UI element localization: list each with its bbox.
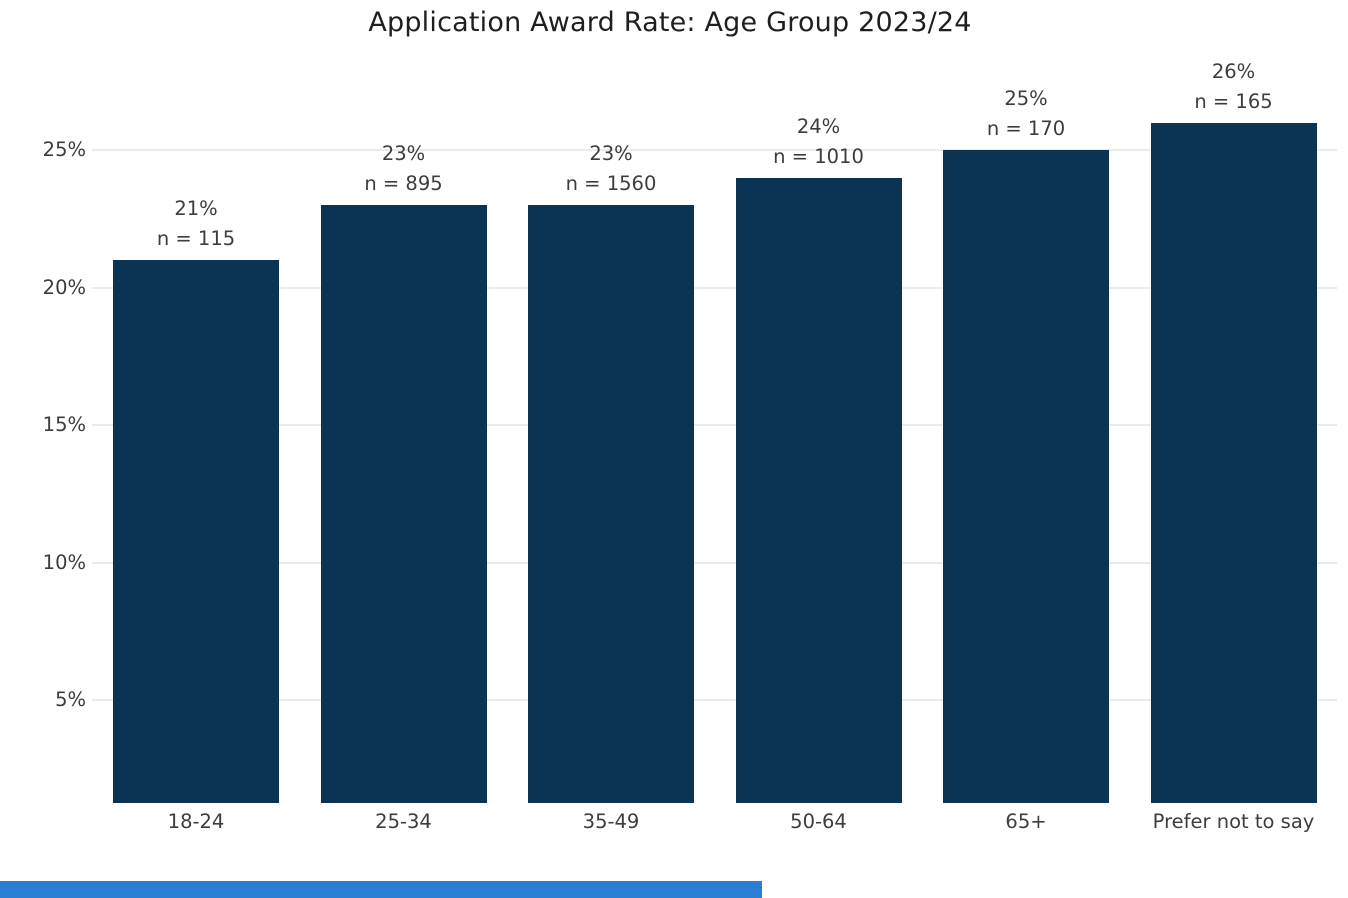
- bar-data-label: 21% n = 115: [92, 194, 300, 254]
- bar-n-label: n = 1010: [773, 144, 864, 168]
- gridline-15%: [92, 424, 1337, 426]
- y-tick-label: 25%: [42, 138, 86, 161]
- x-axis-category-label: 65+: [1005, 810, 1047, 833]
- bar-percent-label: 23%: [381, 142, 426, 165]
- gridline-5%: [92, 699, 1337, 701]
- bar-percent-label: 26%: [1211, 59, 1256, 83]
- bar-65+: [943, 150, 1109, 803]
- bar-18-24: [113, 260, 279, 803]
- x-axis-category-label: Prefer not to say: [1152, 810, 1315, 833]
- x-axis-category-label: 18-24: [167, 810, 225, 833]
- bar-percent-label: 21%: [174, 197, 218, 220]
- bar-n-label: n = 165: [1194, 89, 1273, 113]
- bar-percent-label: 25%: [1004, 87, 1048, 110]
- bar-data-label: 23% n = 895: [300, 139, 508, 199]
- bar-n-label: n = 1560: [565, 172, 657, 195]
- footer-accent-bar: [0, 881, 762, 898]
- bar-data-label: 26% n = 165: [1130, 57, 1338, 117]
- x-axis-category-label: 50-64: [790, 810, 847, 833]
- bar-data-label: 25% n = 170: [922, 84, 1130, 144]
- gridline-10%: [92, 561, 1337, 564]
- gridline-25%: [92, 149, 1337, 151]
- bar-data-label: 23% n = 1560: [507, 139, 715, 199]
- y-tick-label: 20%: [42, 275, 86, 299]
- chart-title: Application Award Rate: Age Group 2023/2…: [368, 7, 972, 38]
- bar-percent-label: 23%: [589, 142, 633, 165]
- y-tick-label: 10%: [42, 550, 86, 574]
- bar-n-label: n = 895: [364, 172, 443, 195]
- bar-35-49: [528, 205, 694, 803]
- bar-percent-label: 24%: [796, 114, 841, 138]
- y-tick-label: 15%: [42, 413, 86, 436]
- bar-prefer-not-to-say: [1150, 122, 1317, 803]
- bar-50-64: [735, 177, 902, 803]
- gridline-20%: [92, 286, 1337, 289]
- bar-n-label: n = 170: [986, 117, 1066, 140]
- x-axis-category-label: 25-34: [375, 810, 432, 833]
- bar-25-34: [320, 205, 487, 803]
- y-tick-label: 5%: [55, 688, 86, 711]
- bar-data-label: 24% n = 1010: [715, 112, 923, 172]
- x-axis-category-label: 35-49: [582, 810, 640, 833]
- bar-n-label: n = 115: [156, 227, 236, 250]
